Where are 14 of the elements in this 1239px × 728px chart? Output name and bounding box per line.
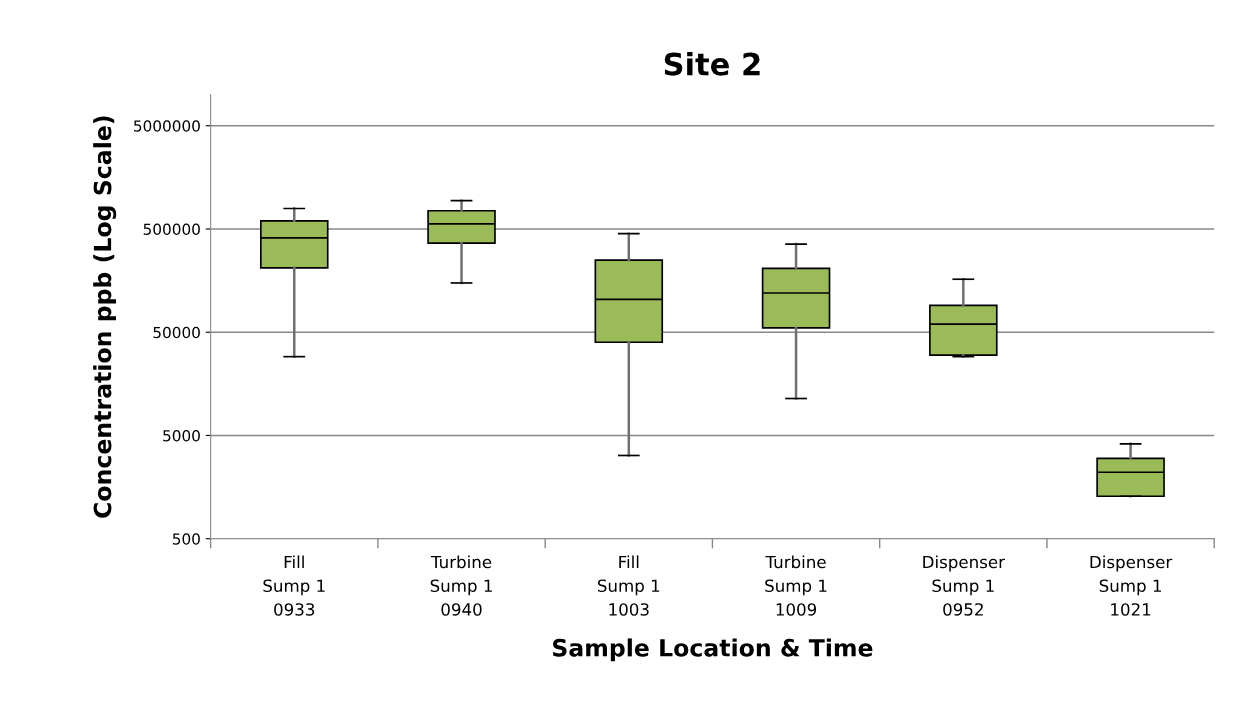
x-axis-title: Sample Location & Time xyxy=(553,638,873,662)
y-tick-label: 5000 xyxy=(163,429,200,442)
y-axis-title: Concentration ppb (Log Scale) xyxy=(93,116,117,518)
y-tick-label: 5000000 xyxy=(134,120,200,132)
x-tick-label: Fill Sump 1 0933 xyxy=(263,555,325,616)
y-tick-label: 500000 xyxy=(143,223,200,235)
x-tick-label: Fill Sump 1 1003 xyxy=(597,555,660,616)
x-tick-label: Dispenser Sump 1 1021 xyxy=(1090,555,1173,616)
x-tick-label: Turbine Sump 1 1009 xyxy=(765,555,827,616)
chart-title: Site 2 xyxy=(664,51,760,76)
x-tick-label: Dispenser Sump 1 0952 xyxy=(923,555,1005,616)
y-tick-label: 50000 xyxy=(153,326,200,339)
y-tick-label: 500 xyxy=(172,533,200,545)
x-tick-label: Turbine Sump 1 0940 xyxy=(430,555,492,616)
